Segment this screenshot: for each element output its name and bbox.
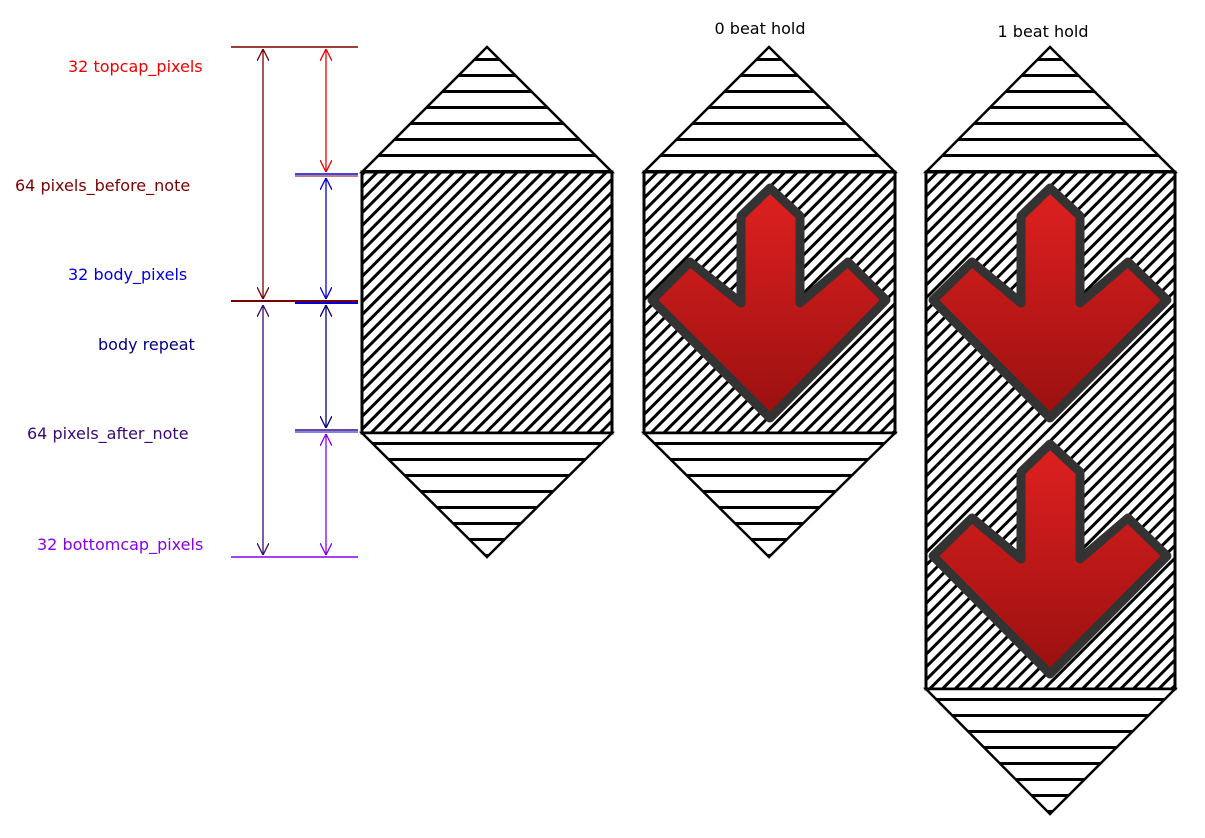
- hold-sprite-plain: [358, 45, 616, 559]
- one-beat-hold-label: 1 beat hold: [998, 22, 1089, 41]
- bottomcap-label: 32 bottomcap_pixels: [37, 535, 203, 555]
- measure-reference-lines: [231, 46, 358, 558]
- dimension-arrows: [263, 49, 326, 555]
- after-note-label: 64 pixels_after_note: [27, 424, 189, 444]
- hold-sprite-zero-beat: [640, 45, 899, 559]
- bottomcap-triangle: [358, 431, 616, 559]
- body-hatch-rect: [360, 170, 614, 435]
- down-arrow-icon: [928, 183, 1172, 423]
- bottomcap-triangle: [640, 431, 899, 559]
- down-arrow-icon: [928, 439, 1172, 679]
- body-repeat-label: body repeat: [98, 335, 195, 354]
- topcap-label: 32 topcap_pixels: [68, 57, 203, 77]
- topcap-triangle: [922, 45, 1179, 174]
- down-arrow-icon: [647, 183, 891, 423]
- before-note-label: 64 pixels_before_note: [15, 176, 190, 196]
- topcap-triangle: [358, 45, 616, 174]
- bottomcap-triangle: [922, 687, 1179, 816]
- zero-beat-hold-label: 0 beat hold: [715, 19, 806, 38]
- topcap-triangle: [640, 45, 899, 174]
- hold-sprite-one-beat: [922, 45, 1179, 816]
- body-pixels-label: 32 body_pixels: [68, 265, 187, 285]
